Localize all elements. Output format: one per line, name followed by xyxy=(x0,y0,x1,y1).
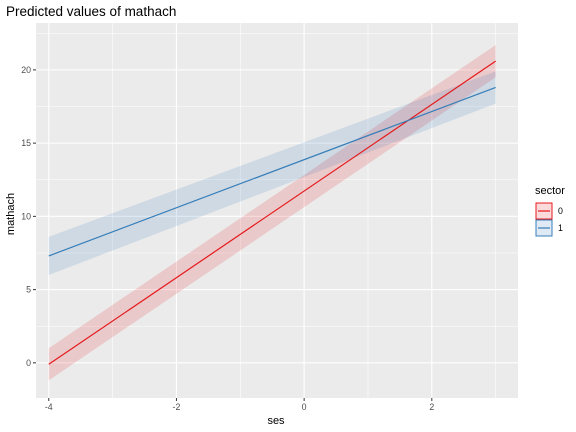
y-tick-label: 20 xyxy=(21,65,31,75)
y-tick-label: 15 xyxy=(21,138,31,148)
series-line-sector-0 xyxy=(48,60,496,365)
ci-ribbon-sector-1 xyxy=(48,71,496,275)
x-tick-label: 0 xyxy=(302,402,307,412)
y-tick-label: 0 xyxy=(26,358,31,368)
y-tick-label: 10 xyxy=(21,211,31,221)
series-lines xyxy=(48,60,496,365)
x-tick-label: -2 xyxy=(173,402,181,412)
x-axis-ticks: -4 -2 0 2 xyxy=(45,398,434,412)
x-tick-label: -4 xyxy=(45,402,53,412)
x-axis-title: ses xyxy=(267,415,285,427)
y-tick-label: 5 xyxy=(26,285,31,295)
legend: sector 0 1 xyxy=(535,185,565,237)
chart-title: Predicted values of mathach xyxy=(6,4,176,19)
legend-label-sector-1: 1 xyxy=(558,223,563,233)
y-axis-title: mathach xyxy=(5,193,17,235)
minor-gridlines xyxy=(36,23,518,398)
series-line-sector-1 xyxy=(48,86,496,257)
plot-panel xyxy=(36,23,518,398)
legend-title: sector xyxy=(535,185,565,197)
major-gridlines xyxy=(36,23,518,398)
y-axis-ticks: 0 5 10 15 20 xyxy=(21,65,36,368)
legend-label-sector-0: 0 xyxy=(558,206,563,216)
x-tick-label: 2 xyxy=(429,402,434,412)
